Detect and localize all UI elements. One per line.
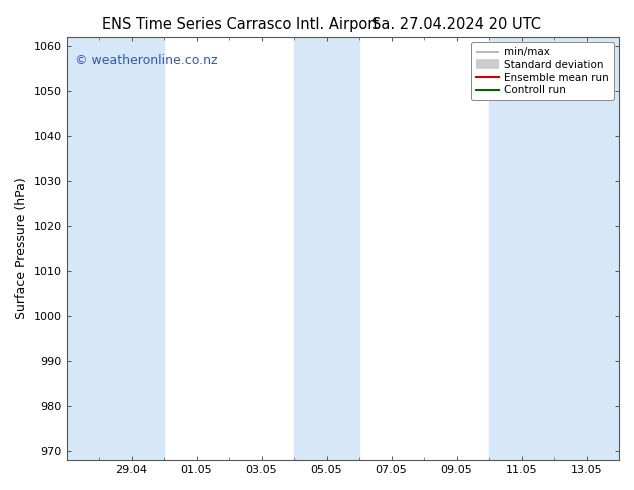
Title: ENS Time Series Carrasco Intl. Airport    Sa. 27.04.2024 20 UTC: ENS Time Series Carrasco Intl. Airport S… — [0, 489, 1, 490]
Text: ENS Time Series Carrasco Intl. Airport: ENS Time Series Carrasco Intl. Airport — [102, 17, 380, 32]
Bar — [67, 37, 164, 460]
Text: © weatheronline.co.nz: © weatheronline.co.nz — [75, 54, 217, 67]
Text: Sa. 27.04.2024 20 UTC: Sa. 27.04.2024 20 UTC — [372, 17, 541, 32]
Y-axis label: Surface Pressure (hPa): Surface Pressure (hPa) — [15, 178, 28, 319]
Bar — [489, 37, 619, 460]
Legend: min/max, Standard deviation, Ensemble mean run, Controll run: min/max, Standard deviation, Ensemble me… — [470, 42, 614, 100]
Bar — [294, 37, 359, 460]
